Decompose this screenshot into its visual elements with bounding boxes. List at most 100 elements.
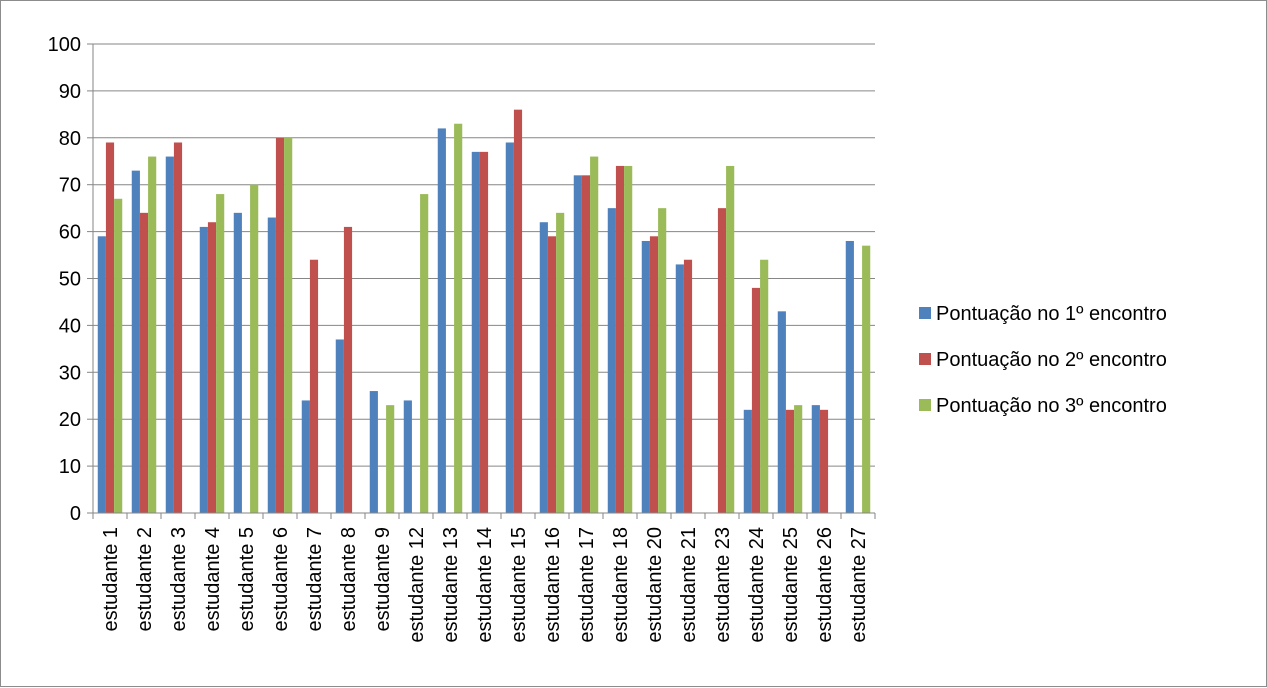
bar-series-1-estudante-17 (573, 175, 582, 513)
x-tick-label: estudante 25 (780, 527, 802, 643)
bar-series-2-estudante-18 (615, 165, 625, 513)
bar-series-1-estudante-12 (403, 400, 412, 513)
bar-series-3-estudante-16 (556, 212, 565, 513)
bar-series-1-estudante-20 (641, 240, 650, 514)
bar-series-2-estudante-15 (513, 109, 523, 513)
x-tick-label: estudante 2 (134, 527, 156, 632)
bar-series-2-estudante-16 (547, 236, 557, 514)
legend: Pontuação no 1º encontro Pontuação no 2º … (919, 303, 1167, 417)
bar-series-3-estudante-17 (590, 156, 599, 513)
bar-series-1-estudante-6 (267, 217, 276, 513)
x-tick-label: estudante 1 (100, 527, 122, 632)
bar-series-2-estudante-14 (479, 151, 489, 513)
bar-series-1-estudante-2 (131, 170, 140, 513)
y-tick-label: 30 (59, 362, 81, 384)
x-tick-label: estudante 6 (270, 527, 292, 632)
x-tick-label: estudante 16 (542, 527, 564, 643)
x-tick-label: estudante 24 (746, 527, 768, 643)
bar-series-2-estudante-26 (819, 409, 829, 513)
bar-series-1-estudante-15 (505, 142, 514, 514)
x-tick-label: estudante 23 (712, 527, 734, 643)
legend-swatch (919, 399, 931, 411)
bars (97, 109, 871, 514)
y-tick-label: 40 (59, 315, 81, 337)
bar-series-3-estudante-6 (284, 137, 293, 514)
x-tick-label: estudante 7 (304, 527, 326, 632)
legend-swatch (919, 353, 931, 365)
bar-series-1-estudante-24 (743, 409, 752, 513)
x-tick-label: estudante 21 (678, 527, 700, 643)
x-tick-label: estudante 17 (576, 527, 598, 643)
x-tick-label: estudante 18 (610, 527, 632, 643)
bar-series-2-estudante-20 (649, 236, 659, 514)
bar-series-3-estudante-4 (216, 194, 225, 513)
x-tick-label: estudante 27 (848, 527, 870, 643)
bar-series-3-estudante-1 (114, 198, 123, 513)
bar-series-2-estudante-21 (683, 259, 693, 513)
y-tick-label: 20 (59, 409, 81, 431)
bar-series-2-estudante-2 (139, 212, 149, 513)
bar-series-1-estudante-9 (369, 391, 378, 513)
bar-series-3-estudante-2 (148, 156, 157, 513)
y-tick-label: 0 (70, 503, 81, 525)
bar-series-2-estudante-3 (173, 142, 183, 514)
axes: 0 10 20 30 40 50 60 70 80 90 100 estudante 1 estudan… (48, 34, 876, 643)
x-tick-label: estudante 3 (168, 527, 190, 632)
y-tick-label: 70 (59, 175, 81, 197)
legend-label: Pontuação no 3º encontro (936, 395, 1167, 417)
bar-series-3-estudante-27 (862, 245, 871, 514)
bar-series-3-estudante-23 (726, 165, 735, 513)
y-tick-label: 60 (59, 222, 81, 244)
bar-series-3-estudante-13 (454, 123, 463, 513)
y-tick-label: 90 (59, 81, 81, 103)
bar-series-2-estudante-1 (105, 142, 115, 514)
bar-series-3-estudante-25 (794, 405, 803, 513)
bar-series-1-estudante-18 (607, 208, 616, 513)
bar-series-3-estudante-12 (420, 194, 429, 513)
x-tick-label: estudante 26 (814, 527, 836, 643)
bar-series-1-estudante-7 (301, 400, 310, 513)
bar-series-1-estudante-26 (811, 405, 820, 513)
bar-series-1-estudante-14 (471, 151, 480, 513)
bar-series-1-estudante-13 (437, 128, 446, 514)
legend-label: Pontuação no 1º encontro (936, 303, 1167, 325)
bar-series-2-estudante-7 (309, 259, 319, 513)
x-tick-label: estudante 14 (474, 527, 496, 643)
bar-series-1-estudante-4 (199, 226, 208, 513)
x-tick-label: estudante 5 (236, 527, 258, 632)
y-tick-label: 100 (48, 34, 81, 56)
bar-series-2-estudante-4 (207, 222, 217, 513)
bar-series-1-estudante-3 (165, 156, 174, 513)
bar-series-2-estudante-24 (751, 287, 761, 513)
bar-series-1-estudante-5 (233, 212, 242, 513)
x-tick-label: estudante 4 (202, 527, 224, 632)
bar-series-2-estudante-25 (785, 409, 795, 513)
bar-series-2-estudante-8 (343, 226, 353, 513)
bar-series-1-estudante-27 (845, 240, 854, 514)
x-tick-label: estudante 9 (372, 527, 394, 632)
x-tick-label: estudante 15 (508, 527, 530, 643)
bar-series-2-estudante-6 (275, 137, 285, 514)
bar-series-1-estudante-8 (335, 339, 344, 513)
bar-series-1-estudante-25 (777, 311, 786, 513)
bar-series-1-estudante-1 (97, 236, 106, 514)
bar-series-3-estudante-20 (658, 208, 667, 513)
legend-label: Pontuação no 2º encontro (936, 349, 1167, 371)
x-tick-label: estudante 12 (406, 527, 428, 643)
y-tick-label: 80 (59, 128, 81, 150)
y-tick-label: 10 (59, 456, 81, 478)
bar-series-2-estudante-23 (717, 208, 727, 513)
bar-series-1-estudante-21 (675, 264, 684, 513)
legend-swatch (919, 307, 931, 319)
bar-series-3-estudante-18 (624, 165, 633, 513)
bar-series-1-estudante-16 (539, 222, 548, 513)
x-tick-label: estudante 20 (644, 527, 666, 643)
x-tick-label: estudante 13 (440, 527, 462, 643)
bar-series-3-estudante-24 (760, 259, 769, 513)
bar-series-2-estudante-17 (581, 175, 591, 513)
bar-series-3-estudante-9 (386, 405, 395, 513)
bar-series-3-estudante-5 (250, 184, 259, 513)
x-tick-label: estudante 8 (338, 527, 360, 632)
